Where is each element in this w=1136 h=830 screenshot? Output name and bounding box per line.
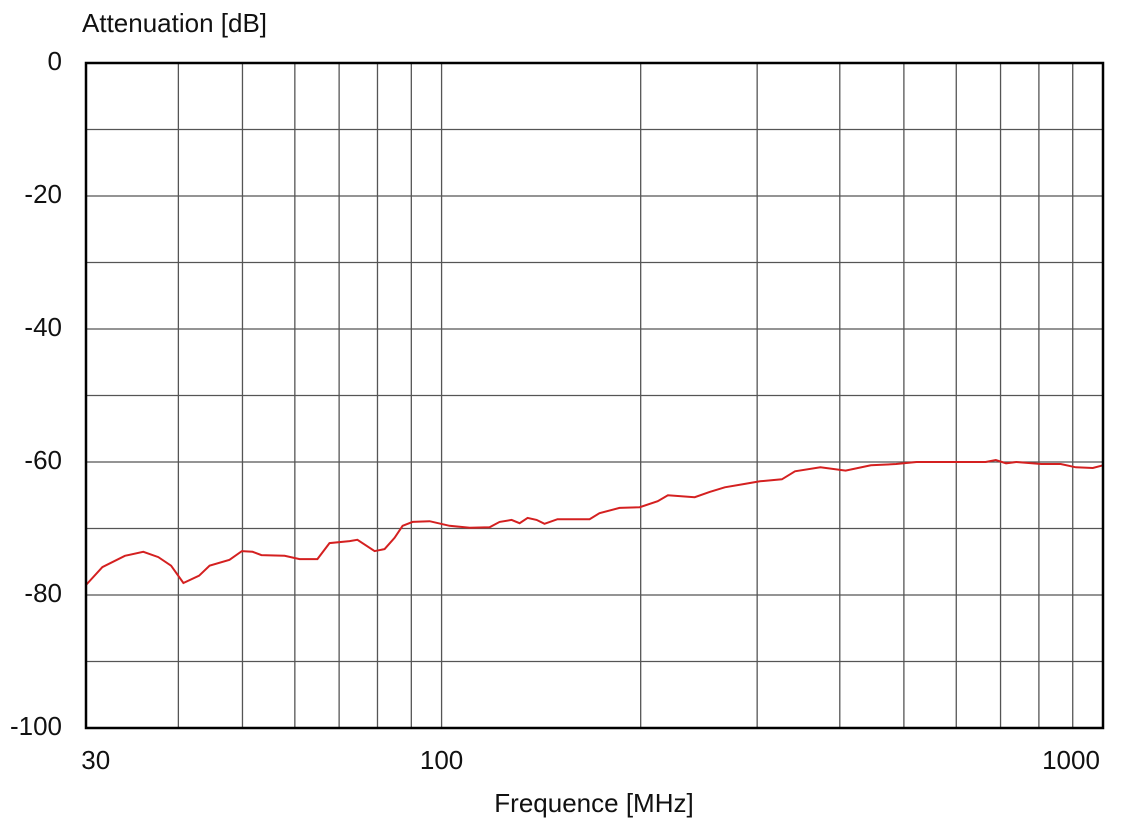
x-tick-label: 30 — [81, 745, 110, 775]
data-line — [85, 458, 1104, 586]
y-tick-label: 0 — [48, 46, 62, 76]
plot-border — [84, 61, 1105, 730]
y-tick-label: -40 — [24, 312, 62, 342]
y-tick-label: -60 — [24, 445, 62, 475]
y-tick-label: -100 — [10, 711, 62, 741]
y-axis-label: Attenuation [dB] — [82, 8, 267, 38]
x-tick-label: 100 — [420, 745, 463, 775]
x-tick-label: 1000 — [1042, 745, 1100, 775]
y-tick-label: -20 — [24, 179, 62, 209]
y-tick-label: -80 — [24, 578, 62, 608]
x-axis-label: Frequence [MHz] — [494, 788, 693, 818]
